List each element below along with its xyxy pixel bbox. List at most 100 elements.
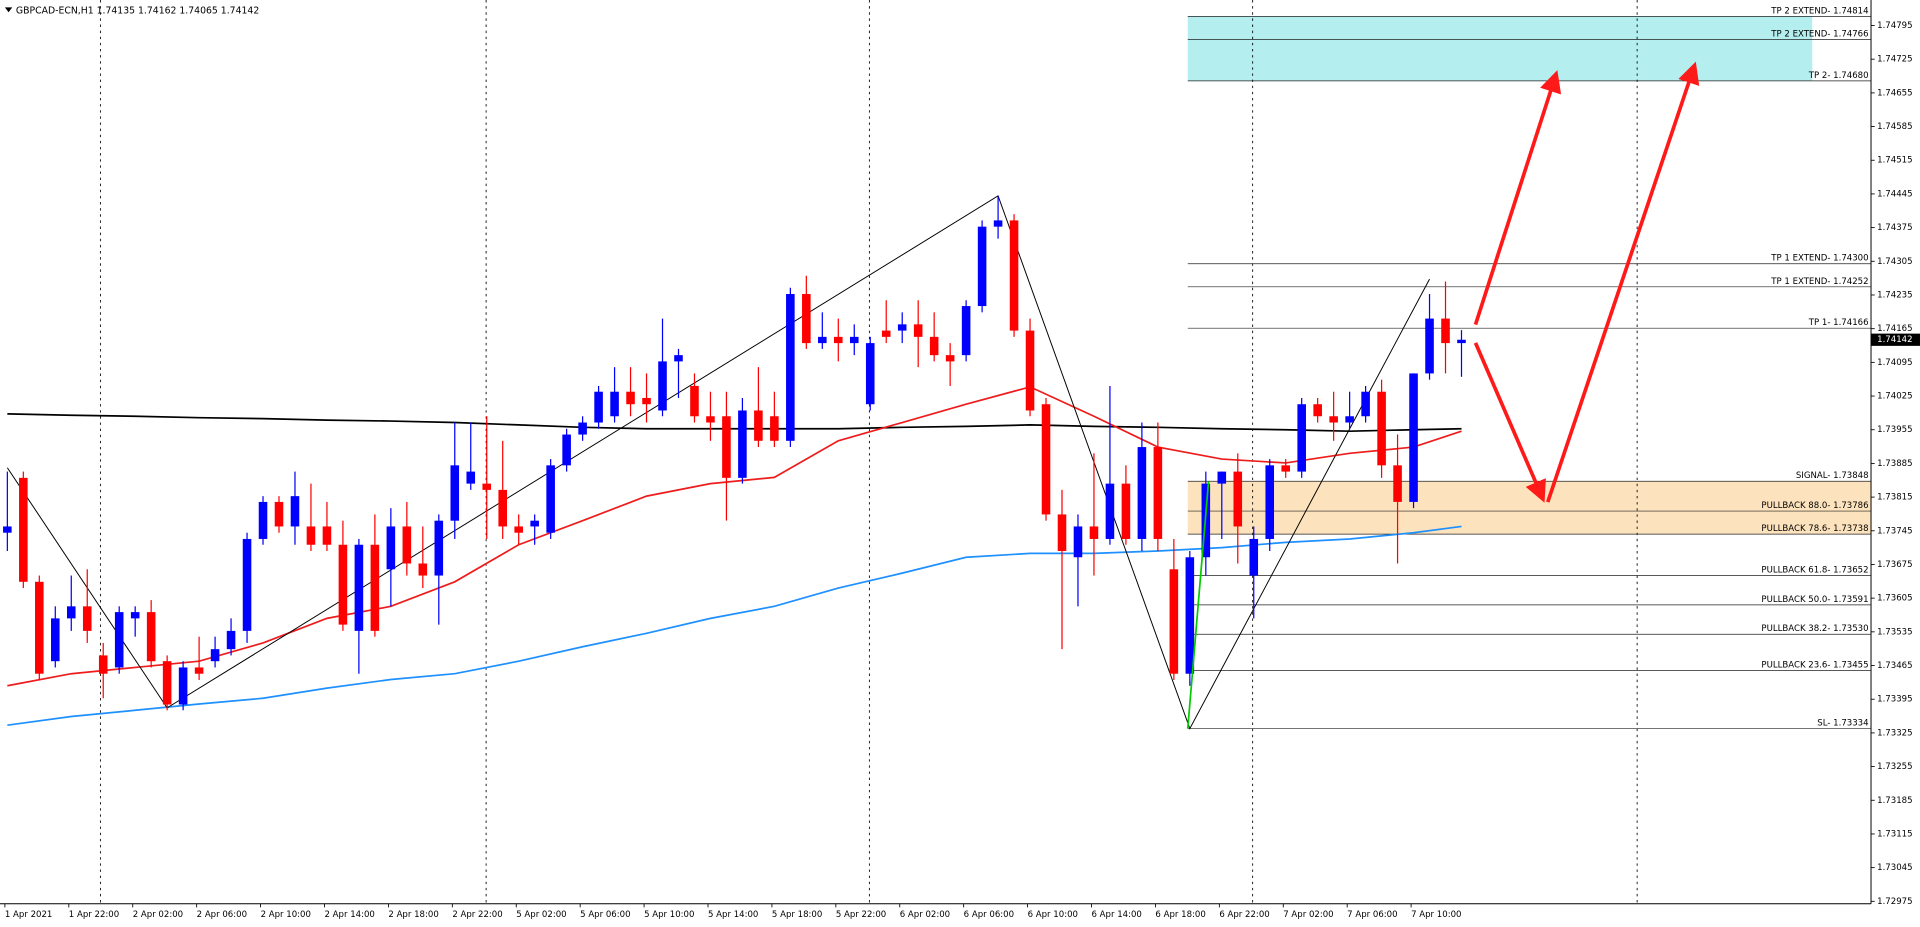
y-tick-label: 1.73325 [1877,728,1912,738]
y-tick-label: 1.73115 [1877,829,1912,839]
candle-body [3,526,12,533]
levels: TP 2 EXTEND- 1.74814 TP 2 EXTEND- 1.74766… [1187,6,1872,729]
y-tick-label: 1.73885 [1877,459,1912,469]
x-tick-label: 5 Apr 10:00 [644,910,694,920]
x-tick-label: 5 Apr 06:00 [580,910,630,920]
candle-body [466,471,476,484]
arrows [1473,61,1700,503]
candle-body [1121,483,1131,539]
candle-body [897,324,907,331]
candle-body [1137,447,1147,539]
candle-body [690,385,699,417]
x-tick-label: 2 Apr 22:00 [452,910,502,920]
candle-body [482,483,492,490]
candle-body [594,391,603,423]
y-tick-label: 1.74795 [1877,21,1912,31]
candle-body [881,330,891,337]
candle-body [1233,471,1243,527]
candle-body [242,538,252,631]
candle-body [274,501,284,527]
candle-body [114,612,124,668]
x-tick-label: 6 Apr 02:00 [900,910,950,920]
x-tick-label: 5 Apr 18:00 [772,910,822,920]
candle-body [1249,538,1259,576]
candle-body [66,606,76,619]
x-tick-label: 1 Apr 2021 [5,910,52,920]
axes: 1.72975 1.73045 1.73115 1.73185 1.73255 1.733… [4,21,1920,920]
x-tick-label: 1 Apr 22:00 [69,910,119,920]
candle-body [178,667,188,705]
x-tick-label: 2 Apr 10:00 [261,910,311,920]
level-label: PULLBACK 61.8- 1.73652 [1761,566,1868,576]
candle-body [786,294,795,441]
candle-body [1345,416,1354,423]
candle-body [674,355,683,362]
candle-body [1105,483,1115,539]
candle-body [514,526,523,533]
y-tick-label: 1.73745 [1877,526,1912,536]
y-tick-label: 1.73045 [1877,863,1912,873]
level-label: TP 2 EXTEND- 1.74766 [1770,29,1868,39]
candle-body [770,416,779,441]
x-tick-label: 6 Apr 14:00 [1092,910,1142,920]
level-label: PULLBACK 23.6- 1.73455 [1761,660,1868,670]
candle-body [290,496,300,527]
candle-body [546,465,555,533]
candle-body [194,667,204,674]
y-tick-label: 1.73465 [1877,661,1912,671]
candle-body [51,618,60,662]
moving-average [7,525,1462,727]
x-tick-label: 6 Apr 22:00 [1219,910,1269,920]
candle-body [818,336,827,344]
candle-body [162,661,172,705]
y-tick-label: 1.73535 [1877,627,1912,637]
x-tick-label: 6 Apr 18:00 [1155,910,1205,920]
x-tick-label: 5 Apr 22:00 [836,910,886,920]
level-label: TP 2- 1.74680 [1808,71,1869,81]
candle-body [1217,471,1227,484]
candle-body [754,410,763,441]
candle-body [562,434,571,466]
candle-body [226,630,236,650]
candle-body [834,336,843,344]
candle-body [658,361,667,411]
candle-body [865,343,875,405]
y-tick-label: 1.74235 [1877,290,1912,300]
y-tick-label: 1.73395 [1877,695,1912,705]
x-tick-label: 2 Apr 02:00 [133,910,183,920]
y-tick-label: 1.73605 [1877,594,1912,604]
level-label: TP 2 EXTEND- 1.74814 [1770,6,1868,16]
candle-body [993,220,1003,227]
x-tick-label: 6 Apr 10:00 [1028,910,1078,920]
x-tick-label: 5 Apr 14:00 [708,910,758,920]
candle-body [610,391,619,417]
y-tick-label: 1.74375 [1877,223,1912,233]
level-label: PULLBACK 38.2- 1.73530 [1761,624,1868,634]
candle-body [1073,526,1083,558]
level-label: PULLBACK 88.0- 1.73786 [1761,501,1868,511]
arrow [1546,61,1700,503]
candle-body [1393,465,1402,502]
candle-body [578,422,587,435]
candle-body [402,526,412,564]
y-tick-label: 1.74725 [1877,55,1912,65]
y-tick-label: 1.73185 [1877,796,1912,806]
candle-body [306,526,316,545]
y-tick-label: 1.74655 [1877,88,1912,98]
level-label: TP 1 EXTEND- 1.74252 [1770,277,1868,287]
candle-body [1441,318,1450,344]
y-tick-label: 1.74025 [1877,392,1912,402]
current-price-label: 1.74142 [1877,335,1912,345]
candle-body [338,544,348,625]
green-line [1186,481,1210,729]
candle-body [913,324,923,337]
candle-body [354,544,364,631]
candle-body [1025,330,1035,411]
x-tick-label: 2 Apr 18:00 [388,910,438,920]
candle-body [1009,220,1019,331]
y-tick-label: 1.74165 [1877,324,1912,334]
zone [1187,16,1813,81]
candle-body [146,612,156,662]
candle-body [1089,526,1099,539]
